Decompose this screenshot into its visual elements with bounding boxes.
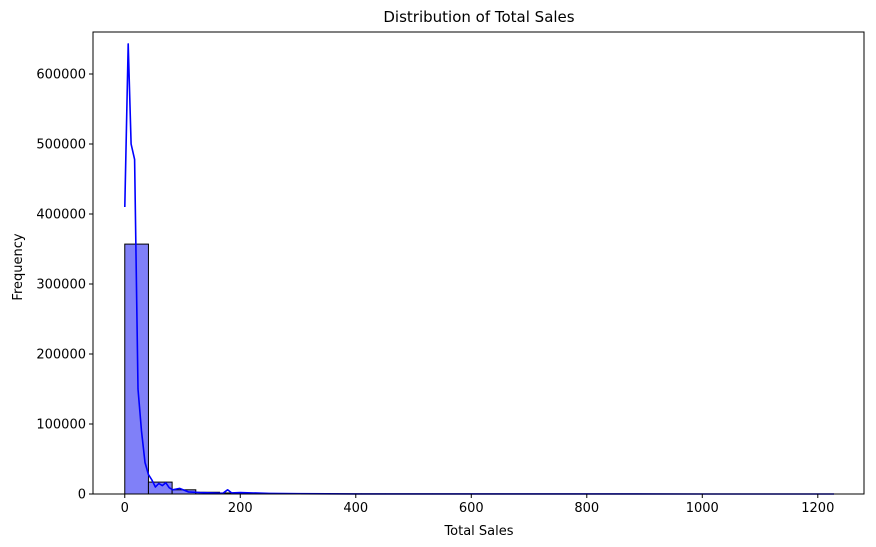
x-tick-label: 800 <box>574 501 599 516</box>
y-tick-label: 200000 <box>36 348 86 363</box>
y-tick-label: 0 <box>78 488 86 503</box>
x-tick-label: 1200 <box>801 501 834 516</box>
y-axis-title: Frequency <box>11 233 26 300</box>
x-axis-title: Total Sales <box>443 524 513 539</box>
axes-frame <box>92 31 865 495</box>
chart-title: Distribution of Total Sales <box>383 8 574 26</box>
y-tick-label: 300000 <box>36 278 86 293</box>
x-tick-label: 1000 <box>686 501 719 516</box>
plot-area <box>92 31 865 495</box>
x-tick-label: 0 <box>121 501 129 516</box>
x-axis: 0 200 400 600 800 1000 1200 <box>121 494 834 516</box>
y-tick-label: 100000 <box>36 418 86 433</box>
y-tick-label: 500000 <box>36 138 86 153</box>
x-tick-label: 200 <box>228 501 253 516</box>
y-axis: 0 100000 200000 300000 400000 500000 600000 <box>36 68 93 503</box>
x-tick-label: 600 <box>459 501 484 516</box>
x-tick-label: 400 <box>343 501 368 516</box>
y-tick-label: 400000 <box>36 208 86 223</box>
y-tick-label: 600000 <box>36 68 86 83</box>
